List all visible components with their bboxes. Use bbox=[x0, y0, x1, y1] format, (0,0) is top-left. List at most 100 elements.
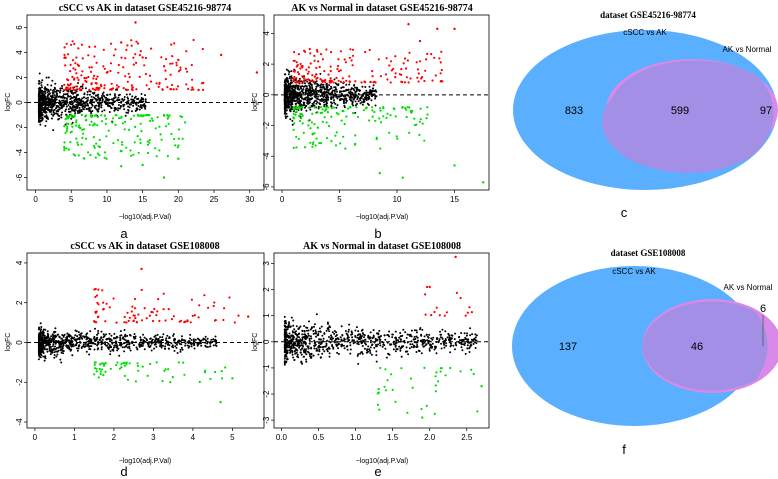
point-ns bbox=[66, 346, 69, 349]
point-ns bbox=[327, 89, 330, 92]
point-down bbox=[120, 165, 123, 168]
point-ns bbox=[54, 82, 57, 85]
point-ns bbox=[313, 325, 315, 328]
y-tick-label: 0 bbox=[15, 340, 24, 345]
point-ns bbox=[345, 99, 348, 102]
point-up bbox=[96, 294, 99, 297]
point-up bbox=[390, 69, 393, 72]
point-down bbox=[377, 391, 380, 394]
point-down bbox=[149, 119, 152, 123]
point-down bbox=[472, 372, 475, 376]
point-down bbox=[104, 370, 107, 373]
point-ns bbox=[289, 81, 292, 84]
point-ns bbox=[283, 346, 286, 349]
point-ns bbox=[314, 90, 317, 93]
point-ns bbox=[40, 110, 42, 113]
point-up bbox=[65, 87, 68, 90]
point-ns bbox=[306, 80, 309, 83]
point-ns bbox=[460, 332, 463, 334]
point-ns bbox=[38, 350, 41, 353]
y-tick-label: 0 bbox=[15, 100, 24, 105]
point-up bbox=[71, 75, 74, 78]
point-down bbox=[118, 367, 122, 370]
point-ns bbox=[135, 346, 138, 349]
point-ns bbox=[156, 333, 159, 336]
point-ns bbox=[124, 114, 127, 117]
point-ns bbox=[306, 329, 308, 332]
point-ns bbox=[37, 111, 40, 114]
point-ns bbox=[57, 114, 60, 117]
plot-title: AK vs Normal in dataset GSE108008 bbox=[303, 241, 461, 252]
point-ns bbox=[315, 313, 318, 316]
point-ns bbox=[445, 344, 448, 347]
x-tick-label: 3 bbox=[151, 433, 156, 442]
point-ns bbox=[114, 96, 117, 99]
point-up bbox=[93, 88, 96, 91]
point-up bbox=[348, 75, 351, 78]
point-up bbox=[337, 79, 340, 82]
point-ns bbox=[320, 356, 322, 359]
point-ns bbox=[444, 339, 447, 342]
point-up bbox=[63, 83, 66, 86]
point-up bbox=[171, 55, 174, 58]
point-ns bbox=[41, 116, 44, 119]
point-ns bbox=[106, 337, 109, 340]
point-ns bbox=[440, 342, 443, 345]
point-ns bbox=[375, 360, 378, 363]
point-down bbox=[362, 109, 365, 112]
point-ns bbox=[310, 346, 313, 349]
point-down bbox=[347, 107, 350, 110]
panel-label: b bbox=[374, 226, 381, 241]
point-down bbox=[183, 373, 186, 376]
point-up bbox=[132, 63, 135, 66]
point-down bbox=[434, 384, 437, 387]
point-down bbox=[409, 377, 412, 380]
point-up bbox=[94, 45, 97, 48]
point-ns bbox=[313, 339, 316, 342]
point-up bbox=[293, 70, 296, 73]
point-ns bbox=[317, 353, 320, 356]
point-ns bbox=[333, 330, 336, 332]
point-ns bbox=[139, 104, 142, 107]
point-ns bbox=[162, 338, 164, 341]
point-ns bbox=[117, 94, 120, 97]
plot-frame bbox=[273, 252, 490, 429]
point-ns bbox=[106, 98, 109, 101]
point-ns bbox=[347, 328, 350, 331]
point-ns bbox=[51, 99, 54, 101]
x-tick-label: 1.0 bbox=[350, 433, 362, 442]
point-ns bbox=[290, 108, 292, 111]
point-up bbox=[81, 57, 84, 60]
point-ns bbox=[312, 330, 315, 332]
point-ns bbox=[295, 333, 298, 336]
point-down bbox=[375, 136, 378, 139]
point-up bbox=[323, 70, 326, 73]
point-up bbox=[454, 255, 457, 259]
point-ns bbox=[326, 350, 329, 353]
point-down bbox=[324, 106, 327, 109]
point-ns bbox=[66, 98, 68, 100]
point-down bbox=[345, 115, 348, 118]
volcano-plot-b: AK vs Normal in dataset GSE45216-98774 l… bbox=[252, 3, 490, 241]
point-up bbox=[407, 81, 410, 84]
point-down bbox=[102, 364, 106, 367]
x-tick-label: 25 bbox=[210, 195, 219, 204]
point-ns bbox=[330, 334, 332, 337]
point-ns bbox=[402, 328, 405, 331]
point-up bbox=[192, 38, 195, 42]
point-ns bbox=[284, 102, 287, 105]
point-ns bbox=[343, 102, 345, 105]
point-up bbox=[403, 81, 406, 84]
point-down bbox=[98, 363, 102, 366]
point-down bbox=[67, 117, 70, 120]
point-ns bbox=[310, 83, 313, 86]
point-ns bbox=[77, 110, 79, 113]
point-ns bbox=[362, 340, 365, 343]
point-up bbox=[464, 314, 467, 317]
point-ns bbox=[357, 343, 360, 346]
point-up bbox=[98, 86, 101, 90]
point-ns bbox=[288, 321, 290, 324]
point-ns bbox=[137, 101, 140, 104]
point-down bbox=[158, 149, 161, 152]
point-ns bbox=[435, 352, 438, 355]
